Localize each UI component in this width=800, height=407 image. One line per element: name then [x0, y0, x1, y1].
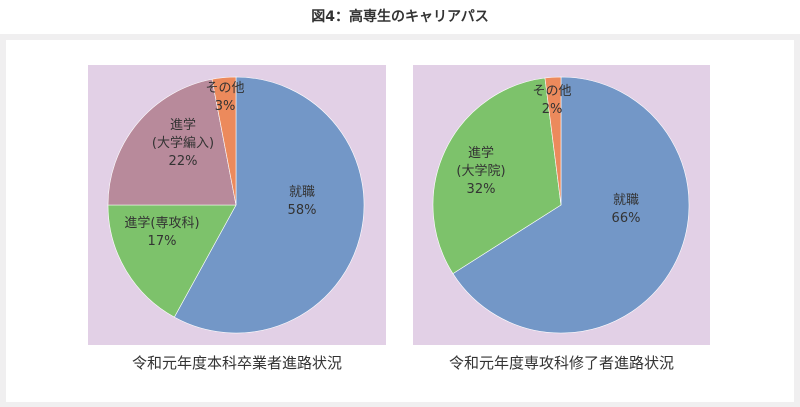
pie-slice-value-1-0: 66%	[612, 211, 641, 226]
pie-slice-label-0-3: その他 3%	[205, 81, 244, 114]
pie-slice-value-0-1: 17%	[148, 234, 177, 249]
pie-slice-1-0	[452, 76, 690, 334]
pie-slice-0-3	[211, 76, 237, 206]
pie-slice-value-0-2: 22%	[169, 154, 198, 169]
pie-slice-1-1	[432, 77, 562, 275]
pie-slice-label-1-2: その他 2%	[532, 84, 571, 117]
pie-slice-label-0-2: 進学(大学編入) 22%	[152, 117, 214, 169]
pie-slice-value-1-2: 2%	[542, 102, 563, 117]
pie-slice-label-0-0: 就職 58%	[288, 185, 317, 218]
pie-slice-value-0-3: 3%	[215, 99, 236, 114]
pie-slice-label-1-0: 就職 66%	[612, 193, 641, 226]
pie-slice-value-0-0: 58%	[288, 203, 317, 218]
pie-slice-0-0	[173, 76, 365, 334]
chart-caption-advanced-course: 令和元年度専攻科修了者進路状況	[448, 354, 674, 372]
chart-caption-undergraduate: 令和元年度本科卒業者進路状況	[131, 354, 342, 372]
pie-slice-0-2	[107, 78, 237, 206]
figure-title: 図4：高専生のキャリアパス	[311, 9, 489, 25]
pie-slice-1-2	[544, 76, 562, 206]
pie-slice-label-1-1: 進学(大学院) 32%	[456, 145, 505, 197]
pie-slice-value-1-1: 32%	[467, 182, 496, 197]
pie-slice-0-1	[107, 204, 237, 318]
pie-slice-label-0-1: 進学(専攻科) 17%	[124, 215, 199, 249]
